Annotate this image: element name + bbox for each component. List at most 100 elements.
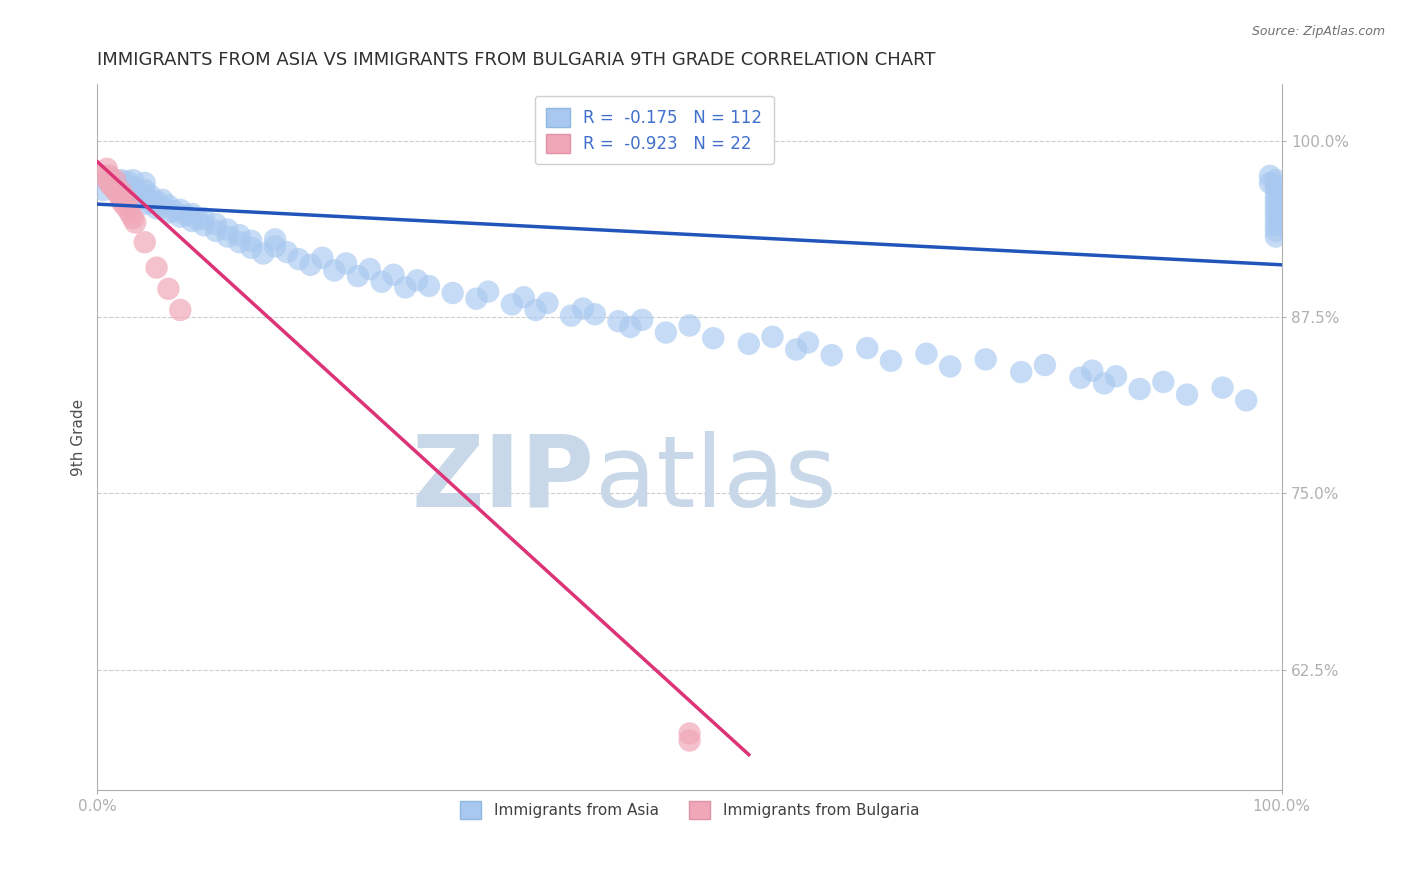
Point — [761, 330, 783, 344]
Point — [134, 183, 156, 197]
Point — [1264, 229, 1286, 244]
Point — [115, 187, 138, 202]
Text: atlas: atlas — [595, 431, 837, 528]
Point — [1264, 173, 1286, 187]
Point — [157, 198, 180, 212]
Point — [228, 235, 250, 250]
Point — [1212, 381, 1234, 395]
Point — [122, 180, 145, 194]
Y-axis label: 9th Grade: 9th Grade — [72, 399, 86, 475]
Point — [655, 326, 678, 340]
Point — [370, 275, 392, 289]
Point — [406, 273, 429, 287]
Point — [122, 193, 145, 207]
Point — [821, 348, 844, 362]
Point — [974, 352, 997, 367]
Point — [1069, 370, 1091, 384]
Point — [112, 197, 135, 211]
Point — [169, 202, 191, 217]
Point — [299, 258, 322, 272]
Point — [915, 347, 938, 361]
Point — [104, 173, 127, 187]
Point — [1105, 369, 1128, 384]
Point — [187, 212, 209, 227]
Text: IMMIGRANTS FROM ASIA VS IMMIGRANTS FROM BULGARIA 9TH GRADE CORRELATION CHART: IMMIGRANTS FROM ASIA VS IMMIGRANTS FROM … — [97, 51, 936, 69]
Point — [264, 239, 287, 253]
Point — [276, 245, 298, 260]
Point — [418, 279, 440, 293]
Point — [104, 176, 127, 190]
Point — [1234, 393, 1257, 408]
Point — [1264, 195, 1286, 210]
Point — [204, 224, 226, 238]
Point — [96, 161, 118, 176]
Point — [104, 183, 127, 197]
Point — [98, 169, 121, 183]
Point — [1264, 178, 1286, 193]
Point — [115, 202, 138, 216]
Point — [139, 188, 162, 202]
Point — [1264, 190, 1286, 204]
Text: Source: ZipAtlas.com: Source: ZipAtlas.com — [1251, 25, 1385, 38]
Point — [115, 180, 138, 194]
Point — [1264, 183, 1286, 197]
Point — [678, 733, 700, 747]
Point — [169, 303, 191, 318]
Point — [1129, 382, 1152, 396]
Point — [157, 282, 180, 296]
Point — [110, 178, 132, 193]
Point — [134, 197, 156, 211]
Point — [107, 187, 129, 202]
Point — [115, 193, 138, 207]
Point — [1092, 376, 1115, 391]
Point — [797, 335, 820, 350]
Point — [110, 173, 132, 187]
Point — [145, 260, 167, 275]
Point — [217, 229, 239, 244]
Point — [91, 169, 114, 183]
Point — [1152, 375, 1174, 389]
Point — [174, 208, 197, 222]
Point — [678, 318, 700, 333]
Point — [240, 234, 263, 248]
Point — [110, 185, 132, 199]
Point — [169, 210, 191, 224]
Point — [1033, 358, 1056, 372]
Point — [110, 190, 132, 204]
Point — [204, 217, 226, 231]
Point — [193, 211, 215, 226]
Point — [702, 331, 724, 345]
Point — [1010, 365, 1032, 379]
Point — [115, 175, 138, 189]
Point — [441, 286, 464, 301]
Point — [122, 173, 145, 187]
Point — [152, 200, 174, 214]
Text: ZIP: ZIP — [412, 431, 595, 528]
Point — [181, 214, 204, 228]
Point — [145, 194, 167, 209]
Point — [217, 222, 239, 236]
Point — [287, 252, 309, 267]
Point — [1264, 212, 1286, 227]
Point — [110, 193, 132, 207]
Point — [152, 193, 174, 207]
Point — [139, 195, 162, 210]
Point — [228, 228, 250, 243]
Point — [1081, 364, 1104, 378]
Point — [128, 185, 150, 199]
Legend: Immigrants from Asia, Immigrants from Bulgaria: Immigrants from Asia, Immigrants from Bu… — [454, 795, 925, 824]
Point — [163, 204, 186, 219]
Point — [120, 207, 142, 221]
Point — [264, 232, 287, 246]
Point — [607, 314, 630, 328]
Point — [477, 285, 499, 299]
Point — [465, 292, 488, 306]
Point — [631, 313, 654, 327]
Point — [128, 191, 150, 205]
Point — [1258, 176, 1281, 190]
Point — [1264, 207, 1286, 221]
Point — [98, 169, 121, 183]
Point — [335, 256, 357, 270]
Point — [939, 359, 962, 374]
Point — [157, 205, 180, 219]
